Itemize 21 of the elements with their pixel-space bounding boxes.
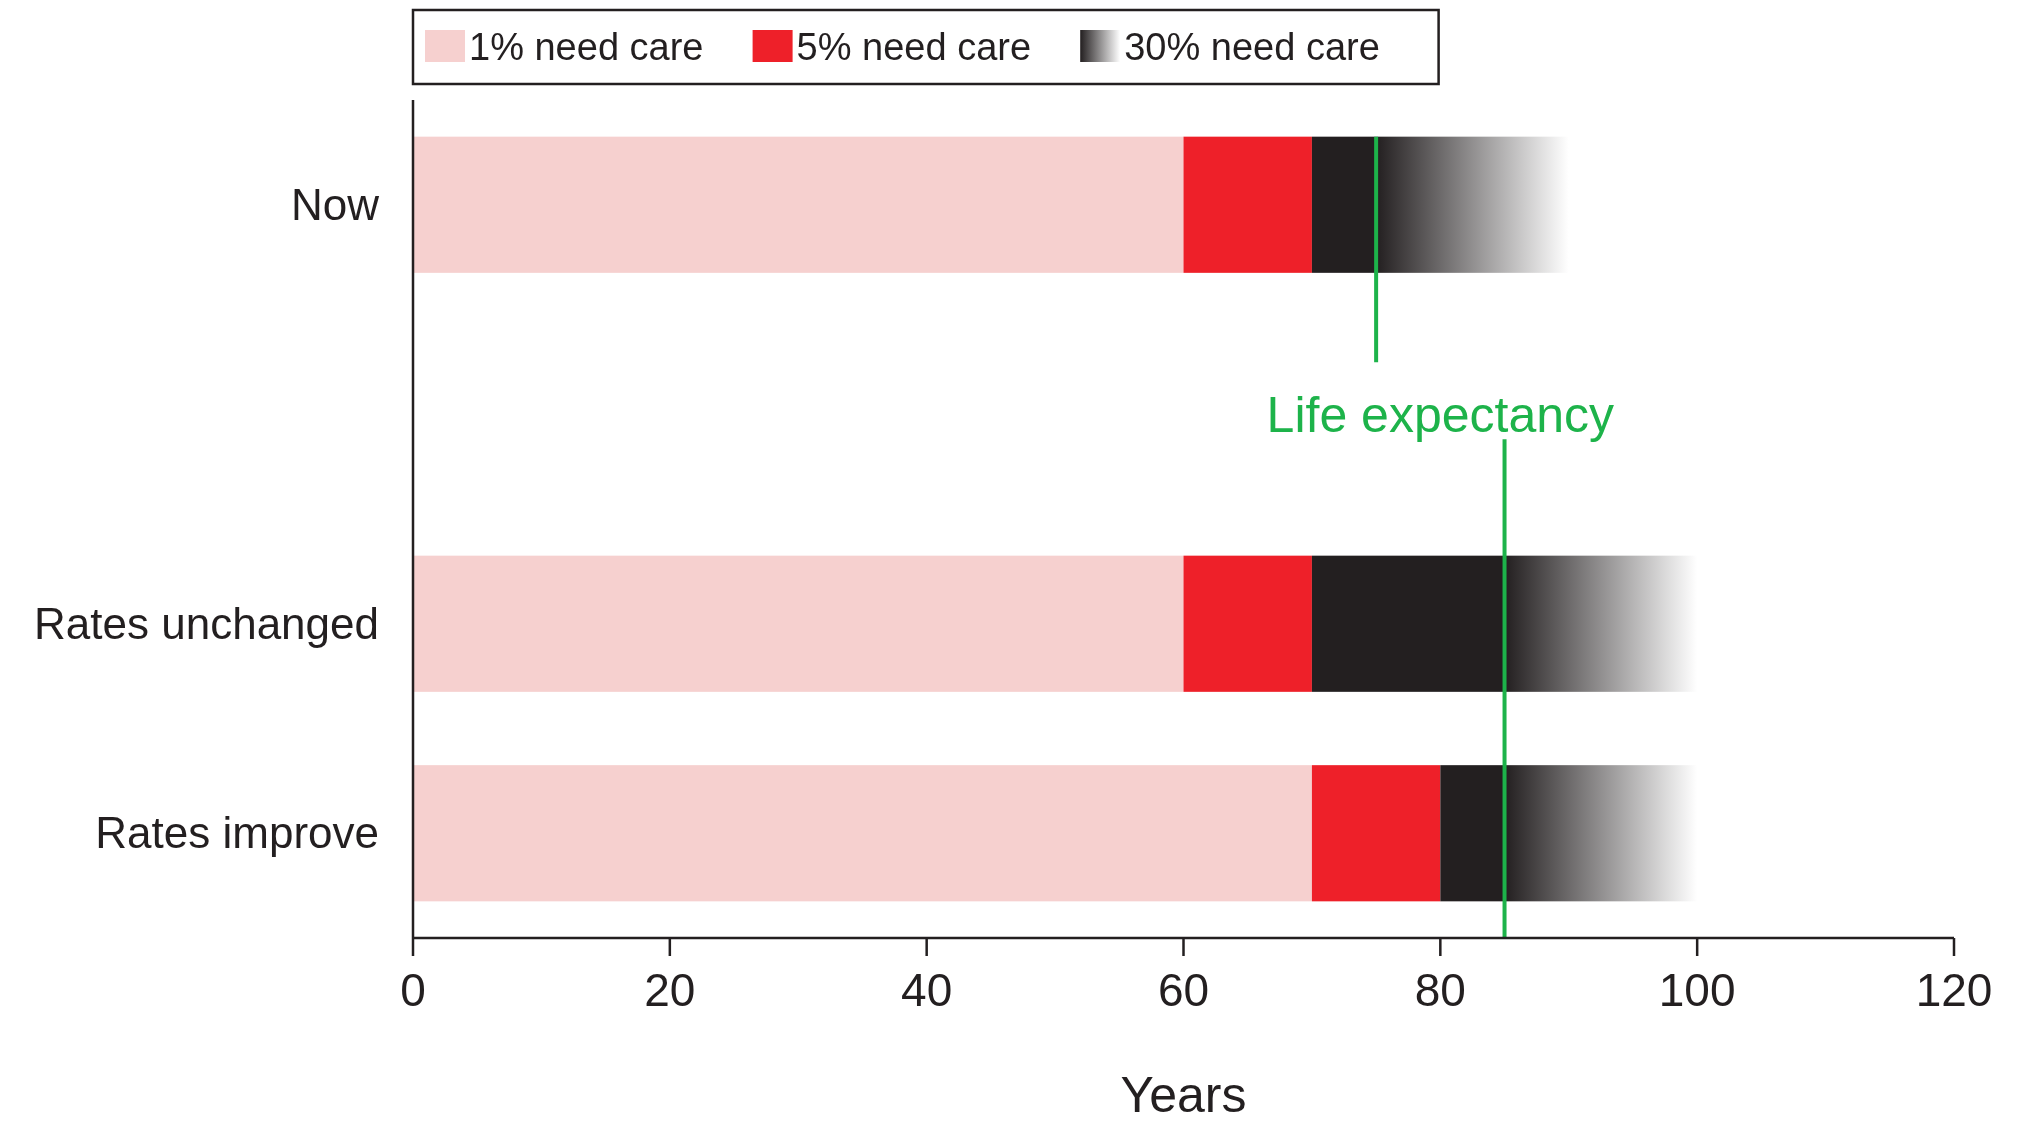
- x-axis-title: Years: [1120, 1067, 1247, 1121]
- legend-label: 5% need care: [796, 26, 1032, 68]
- bar: [413, 555, 1184, 692]
- x-tick-label: 0: [400, 964, 426, 1016]
- ref-line-label: Life expectancy: [1266, 387, 1615, 444]
- x-tick-label: 60: [1157, 964, 1210, 1016]
- legend-label: 30% need care: [1124, 26, 1380, 68]
- bar: [1311, 765, 1441, 902]
- y-tick-label: Now: [290, 179, 380, 229]
- x-tick-label: 20: [644, 964, 696, 1016]
- y-tick-label: Rates unchanged: [34, 598, 379, 648]
- bar: [1183, 136, 1312, 273]
- x-tick-label: 100: [1658, 964, 1736, 1016]
- y-tick-label: Rates improve: [95, 808, 379, 858]
- x-tick-label: 80: [1414, 964, 1466, 1016]
- x-tick-label: 40: [901, 964, 953, 1016]
- bar: [1183, 555, 1312, 692]
- bar: [413, 136, 1184, 273]
- legend-label: 1% need care: [469, 26, 704, 68]
- x-tick-label: 120: [1915, 964, 1993, 1016]
- bar: [413, 765, 1312, 902]
